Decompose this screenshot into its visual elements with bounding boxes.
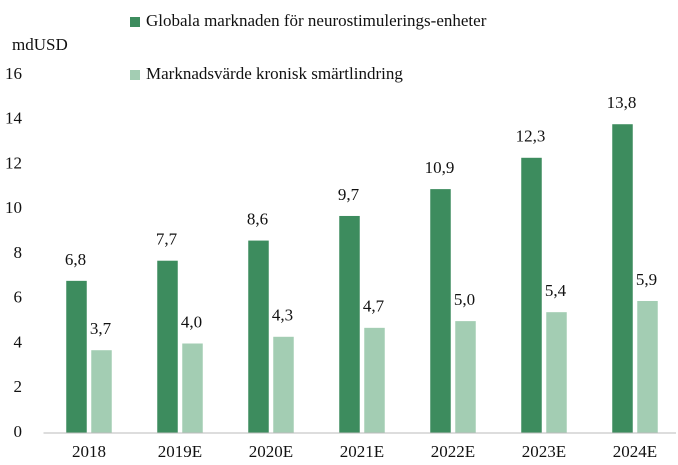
y-tick-label: 6 bbox=[14, 288, 23, 307]
y-tick-label: 10 bbox=[5, 198, 22, 217]
bar bbox=[273, 336, 294, 433]
x-tick-label: 2022E bbox=[431, 442, 475, 461]
x-tick-label: 2018 bbox=[72, 442, 106, 461]
value-label: 8,6 bbox=[247, 209, 268, 228]
value-label: 4,0 bbox=[181, 312, 202, 331]
value-label: 7,7 bbox=[156, 230, 178, 249]
x-tick-label: 2024E bbox=[613, 442, 657, 461]
y-tick-label: 8 bbox=[14, 243, 23, 262]
y-tick-label: 12 bbox=[5, 153, 22, 172]
value-label: 5,9 bbox=[636, 270, 657, 289]
bar bbox=[430, 189, 451, 433]
legend-label: Marknadsvärde kronisk smärtlindring bbox=[146, 64, 403, 83]
bar bbox=[612, 124, 633, 433]
bar bbox=[364, 327, 385, 433]
bar bbox=[637, 300, 658, 433]
value-label: 9,7 bbox=[338, 185, 360, 204]
value-label: 12,3 bbox=[516, 127, 546, 146]
value-label: 10,9 bbox=[425, 158, 455, 177]
bar bbox=[66, 280, 87, 433]
value-label: 13,8 bbox=[607, 93, 637, 112]
bar bbox=[521, 157, 542, 433]
y-tick-label: 16 bbox=[5, 64, 22, 83]
value-label: 5,4 bbox=[545, 281, 567, 300]
x-tick-label: 2021E bbox=[340, 442, 384, 461]
bar bbox=[455, 321, 476, 433]
y-tick-label: 0 bbox=[14, 422, 23, 441]
x-tick-label: 2019E bbox=[158, 442, 202, 461]
bar bbox=[182, 343, 203, 433]
legend-label: Globala marknaden för neurostimulerings-… bbox=[146, 11, 487, 30]
bar bbox=[91, 350, 112, 433]
bar bbox=[248, 240, 269, 433]
y-tick-label: 2 bbox=[14, 377, 23, 396]
bar bbox=[157, 260, 178, 433]
x-tick-label: 2020E bbox=[249, 442, 293, 461]
value-label: 6,8 bbox=[65, 250, 86, 269]
bar bbox=[546, 312, 567, 433]
value-label: 4,7 bbox=[363, 297, 385, 316]
y-tick-label: 14 bbox=[5, 109, 23, 128]
legend-swatch bbox=[130, 17, 140, 27]
bar bbox=[339, 215, 360, 433]
value-label: 5,0 bbox=[454, 290, 475, 309]
y-axis-label: mdUSD bbox=[12, 35, 68, 54]
x-tick-label: 2023E bbox=[522, 442, 566, 461]
value-label: 3,7 bbox=[90, 319, 112, 338]
y-tick-label: 4 bbox=[14, 332, 23, 351]
value-label: 4,3 bbox=[272, 306, 293, 325]
legend-swatch bbox=[130, 70, 140, 80]
